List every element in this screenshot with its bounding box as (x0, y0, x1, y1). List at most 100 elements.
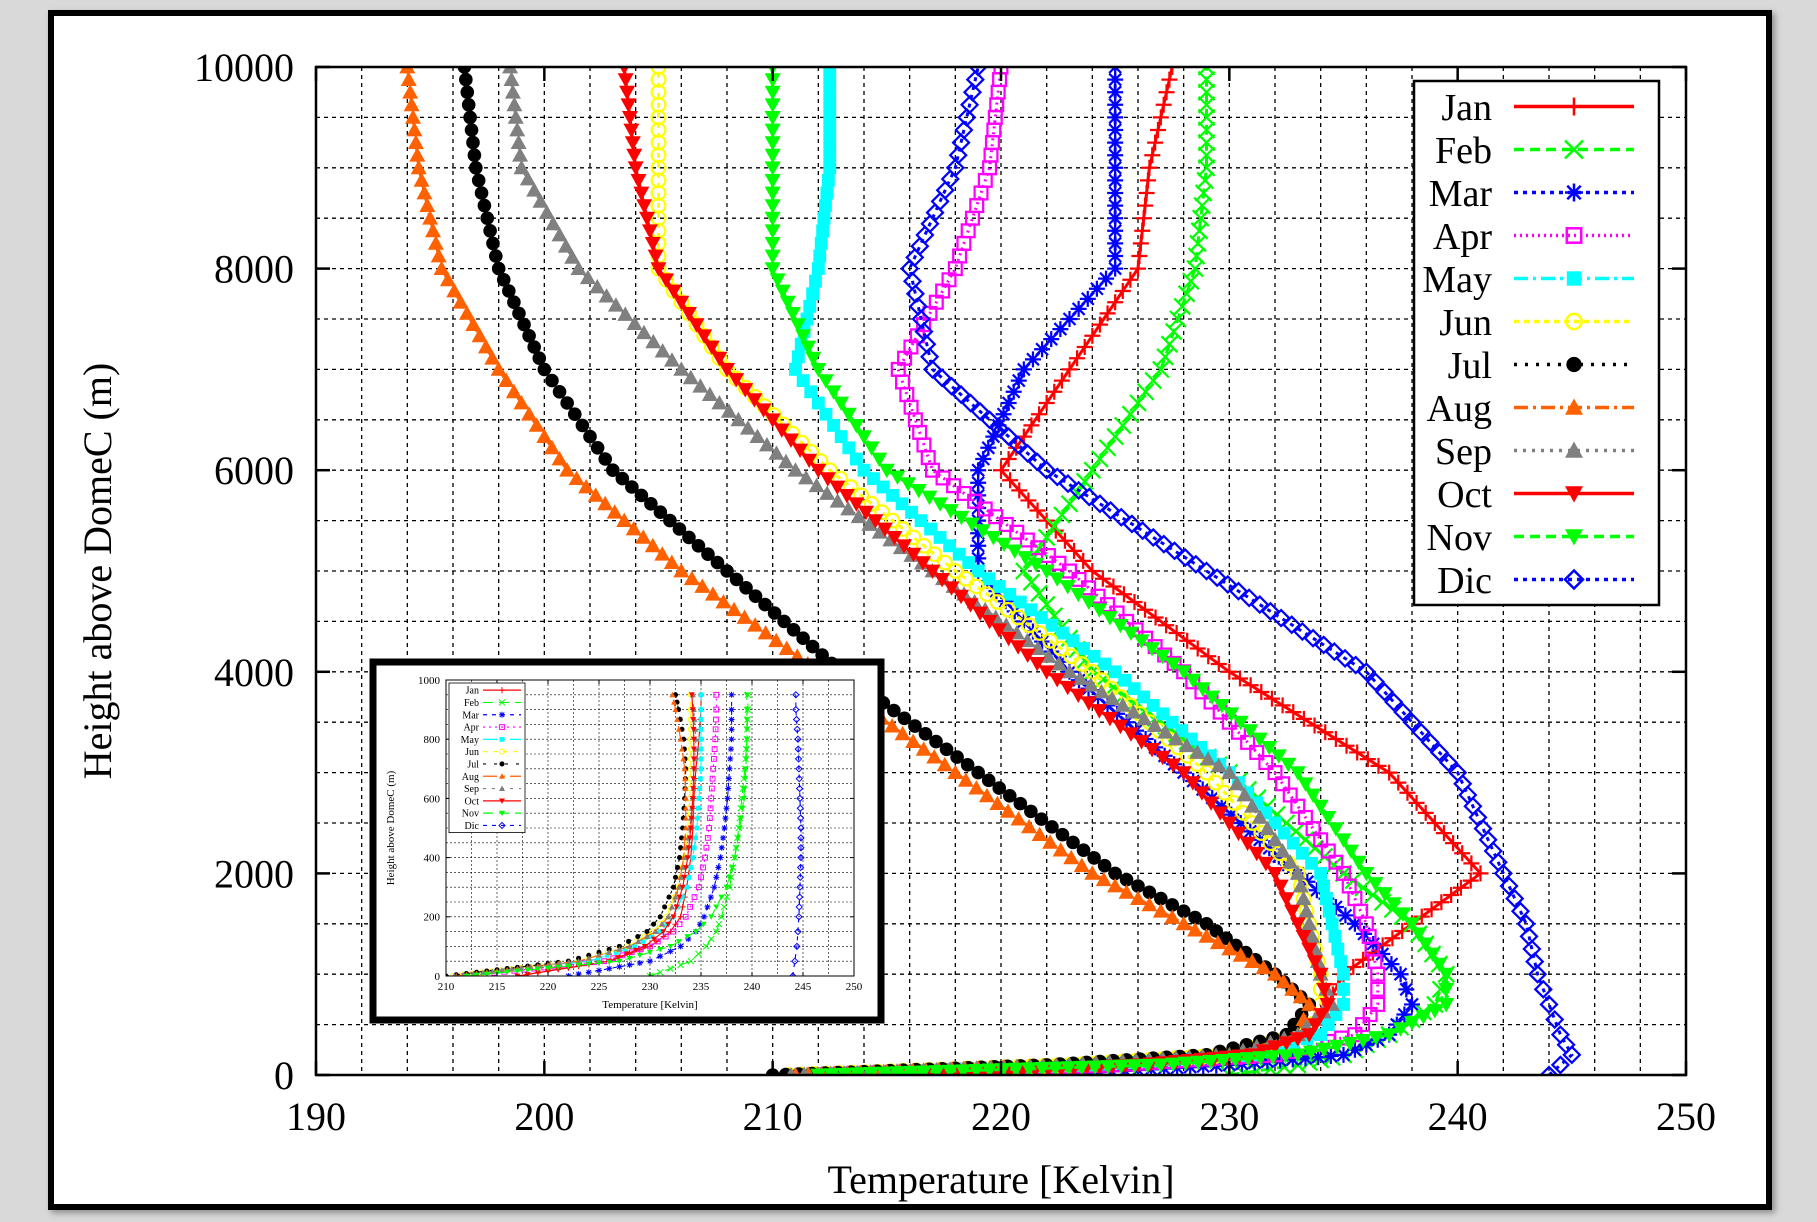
main-series-apr-marker (1370, 996, 1386, 1012)
main-series-may-marker (811, 396, 825, 410)
main-series-aug-marker (465, 316, 482, 331)
main-series-nov-marker (1204, 690, 1221, 705)
main-series-oct-marker (1184, 776, 1201, 791)
main-series-nov-marker (1047, 1061, 1064, 1075)
main-series-sep-marker (1157, 724, 1174, 739)
main-series-aug-marker (452, 294, 469, 309)
inset-series-sep-marker (546, 961, 553, 968)
main-series-may-marker (1045, 618, 1059, 632)
main-series-may-marker (1286, 836, 1300, 850)
inset-series-nov-marker (743, 746, 750, 753)
main-series-aug-marker (1130, 890, 1146, 905)
inset-series-may-marker (613, 949, 619, 955)
main-series-nov-marker (1264, 1050, 1281, 1065)
inset-series-feb-marker (687, 957, 695, 965)
main-series-jan-marker (1149, 122, 1166, 138)
main-series-nov-marker (1315, 1042, 1332, 1058)
main-series-may-marker (1024, 603, 1038, 617)
inset-series-dic-marker (793, 942, 801, 951)
main-series-jul-marker (786, 623, 801, 637)
main-series-jul-marker (461, 98, 476, 112)
main-series-oct-marker (626, 148, 643, 164)
main-series-jul-marker (486, 236, 500, 251)
main-series-jan-marker (1408, 794, 1425, 811)
main-series-mar-marker (1322, 1047, 1339, 1064)
inset-series-mar-marker (585, 969, 592, 976)
main-series-jan-marker (1155, 96, 1172, 113)
main-series-nov-marker (1038, 564, 1055, 579)
main-series-may-marker (1268, 816, 1282, 830)
main-series-dic-marker (1384, 692, 1404, 712)
inset-series-oct-marker (690, 786, 697, 792)
main-series-sep-marker (682, 369, 699, 385)
main-series-aug-marker (400, 71, 417, 86)
main-series-oct-marker (633, 186, 650, 201)
main-series-jun-marker (1000, 601, 1016, 618)
main-series-mar-marker (1356, 925, 1373, 942)
inset-series-oct-marker (688, 692, 695, 698)
inset-series-oct-marker (689, 796, 696, 802)
inset-series-mar-marker (701, 913, 708, 920)
main-series-may-marker (823, 111, 837, 124)
inset-series-apr-marker (647, 943, 653, 950)
main-series-dic-marker (910, 236, 930, 256)
main-series-jul-marker (682, 530, 696, 545)
main-legend-item-dic: Dic (1437, 560, 1634, 602)
main-series-nov-marker (1165, 657, 1182, 673)
main-series-dic-marker (1505, 889, 1525, 909)
inset-series-may-marker (649, 934, 655, 939)
main-series-jan-marker (1069, 350, 1086, 367)
main-series-oct-marker (895, 539, 912, 554)
main-series-mar-marker (1107, 122, 1124, 138)
main-series-may-marker (1066, 634, 1080, 648)
inset-series-may-marker (694, 825, 700, 831)
main-legend-label: Dic (1437, 560, 1492, 602)
main-series-apr-marker (1282, 787, 1298, 803)
main-series-nov-marker (1328, 1039, 1345, 1055)
inset-series-apr-marker (700, 864, 706, 871)
main-series-oct-marker (934, 573, 951, 588)
main-series-sep-marker (1259, 820, 1276, 835)
inset-series-dic-marker (796, 794, 804, 803)
inset-series-dic-marker (797, 834, 805, 842)
main-series-aug-marker (425, 222, 442, 238)
inset-legend-sep-marker (499, 785, 505, 791)
main-series-may-marker (1034, 611, 1048, 624)
main-series-oct-marker (1193, 786, 1210, 801)
main-series-jun-marker (1084, 663, 1101, 680)
main-series-nov-marker (900, 477, 917, 492)
main-series-jan-marker (1158, 84, 1175, 101)
main-series-oct-marker (991, 623, 1008, 638)
main-x-tick-label: 230 (1199, 1094, 1259, 1139)
main-series-sep-marker (850, 508, 867, 524)
main-series-sep-marker (1082, 677, 1099, 692)
main-series-nov-marker (1021, 1062, 1038, 1075)
inset-series-oct-marker (681, 874, 688, 881)
inset-legend-label: Aug (462, 772, 479, 783)
main-series-feb-marker (1197, 121, 1216, 139)
main-series-feb-marker (1354, 879, 1372, 897)
main-series-aug-marker (663, 554, 680, 569)
main-series-mar-marker (1107, 159, 1124, 176)
main-series-may-marker (823, 73, 837, 86)
inset-y-tick-label: 0 (435, 971, 441, 983)
main-series-aug-marker (402, 84, 419, 99)
main-series-sep-marker (579, 269, 596, 285)
main-series-aug-marker (416, 185, 433, 200)
main-series-sep-marker (617, 306, 634, 321)
inset-series-nov-marker (565, 963, 572, 970)
main-series-sep-marker (510, 134, 527, 149)
main-series-jul-marker (502, 284, 516, 298)
main-series-sep-marker (1282, 854, 1299, 869)
main-series-nov-marker (764, 136, 781, 151)
main-series-feb-marker (1156, 348, 1174, 366)
main-series-jul-marker (598, 452, 613, 466)
main-series-oct-marker (1049, 673, 1066, 688)
main-series-aug-marker (683, 570, 700, 586)
main-series-jul-marker (1097, 858, 1112, 873)
main-series-dic-marker (979, 410, 1000, 430)
main-legend-item-aug: Aug (1427, 388, 1634, 430)
inset-series-nov-marker (626, 955, 633, 962)
main-series-jul-marker (1199, 917, 1214, 931)
main-series-nov-marker (825, 385, 842, 400)
